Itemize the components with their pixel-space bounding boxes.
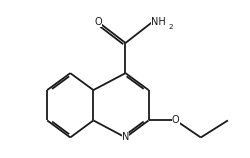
Text: O: O bbox=[94, 17, 101, 27]
Text: NH: NH bbox=[151, 17, 166, 27]
Text: 2: 2 bbox=[168, 24, 172, 30]
Text: O: O bbox=[171, 115, 179, 125]
Text: N: N bbox=[121, 132, 129, 143]
